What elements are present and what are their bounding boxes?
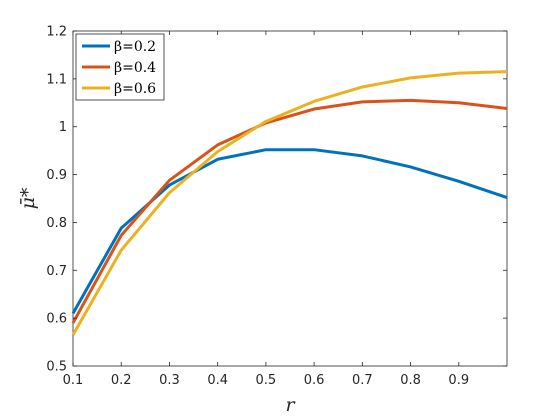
y-tick-label: 0.8 <box>46 216 67 231</box>
legend-label: β=0.2 <box>114 39 156 55</box>
x-tick-label: 0.4 <box>207 373 228 388</box>
x-tick-label: 0.9 <box>448 373 469 388</box>
y-tick-label: 0.7 <box>46 264 67 279</box>
y-tick-label: 1 <box>59 120 67 135</box>
y-tick-label: 1.1 <box>46 72 67 87</box>
legend-label: β=0.4 <box>114 60 156 76</box>
x-tick-label: 0.5 <box>256 373 277 388</box>
series-layer <box>71 70 508 336</box>
y-tick-label: 0.6 <box>46 312 67 327</box>
y-tick-label: 0.9 <box>46 168 67 183</box>
x-tick-label: 0.8 <box>400 373 421 388</box>
y-axis-ticks: 0.5 0.6 0.7 0.8 0.9 1 1.1 1.2 <box>46 25 507 375</box>
series-line <box>71 98 508 324</box>
x-tick-label: 0.7 <box>352 373 373 388</box>
x-tick-label: 0.1 <box>63 373 84 388</box>
y-axis-label: μ̄* <box>17 187 39 209</box>
x-tick-label: 0.3 <box>159 373 180 388</box>
legend: β=0.2 β=0.4 β=0.6 <box>75 33 165 101</box>
x-tick-label: 0.2 <box>111 373 132 388</box>
y-tick-label: 1.2 <box>46 25 67 40</box>
x-tick-label: 0.6 <box>304 373 325 388</box>
y-tick-label: 0.5 <box>46 360 67 375</box>
series-line <box>71 70 508 336</box>
legend-label: β=0.6 <box>114 81 156 97</box>
x-axis-label: r <box>285 394 296 416</box>
x-axis-ticks: 0.1 0.2 0.3 0.4 0.5 0.6 0.7 0.8 0.9 <box>63 31 469 388</box>
